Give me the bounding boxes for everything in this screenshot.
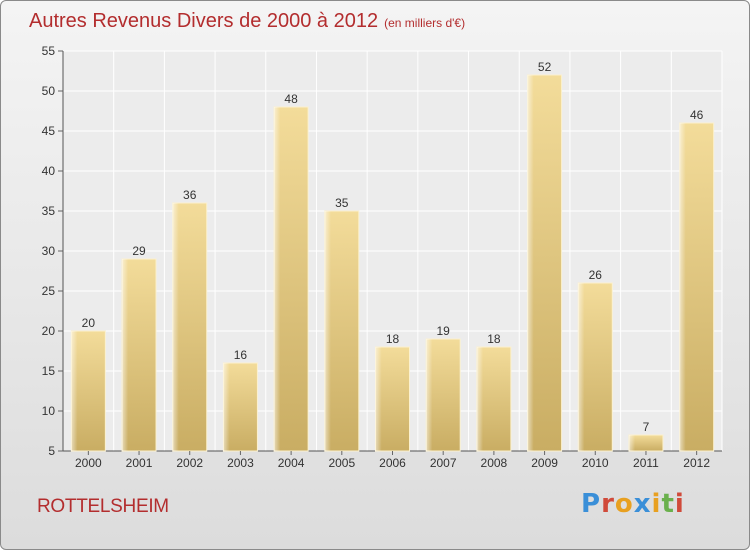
bar-highlight — [628, 435, 663, 451]
bar-value-label: 26 — [589, 268, 603, 282]
bar-highlight — [375, 347, 410, 451]
x-tick-label: 2004 — [278, 456, 305, 470]
y-tick-label: 50 — [42, 84, 56, 98]
bar-value-label: 36 — [183, 188, 197, 202]
x-tick-label: 2012 — [683, 456, 710, 470]
y-tick-label: 45 — [42, 124, 56, 138]
bar-highlight — [122, 259, 157, 451]
x-tick-label: 2003 — [227, 456, 254, 470]
logo-letter: i — [674, 489, 685, 519]
bar-highlight — [223, 363, 258, 451]
logo-letter: o — [614, 489, 634, 519]
y-tick-label: 20 — [42, 324, 56, 338]
bar-highlight — [324, 211, 359, 451]
x-tick-label: 2006 — [379, 456, 406, 470]
logo-letter: P — [581, 489, 602, 519]
y-tick-label: 30 — [42, 244, 56, 258]
x-tick-label: 2005 — [328, 456, 355, 470]
bar-highlight — [527, 75, 562, 451]
bar-value-label: 52 — [538, 60, 552, 74]
bar-highlight — [578, 283, 613, 451]
chart-title: Autres Revenus Divers de 2000 à 2012 (en … — [29, 10, 465, 33]
logo-letter: i — [651, 489, 662, 519]
logo-letter: r — [601, 489, 615, 519]
bar-value-label: 18 — [386, 332, 400, 346]
bar-value-label: 18 — [487, 332, 501, 346]
bar-highlight — [172, 203, 207, 451]
logo-letter: t — [661, 489, 675, 519]
y-tick-label: 40 — [42, 164, 56, 178]
y-tick-label: 55 — [42, 44, 56, 58]
bar-value-label: 29 — [132, 244, 146, 258]
logo-letter: x — [633, 489, 652, 519]
bar-value-label: 46 — [690, 108, 704, 122]
x-tick-label: 2002 — [176, 456, 203, 470]
x-tick-label: 2008 — [481, 456, 508, 470]
commune-name: ROTTELSHEIM — [37, 496, 169, 517]
x-tick-label: 2009 — [531, 456, 558, 470]
chart-subtitle: (en milliers d'€) — [384, 16, 466, 30]
x-tick-label: 2001 — [126, 456, 153, 470]
y-tick-label: 35 — [42, 204, 56, 218]
x-tick-label: 2010 — [582, 456, 609, 470]
chart-title-text: Autres Revenus Divers de 2000 à 2012 — [29, 10, 379, 32]
proxiti-logo: Proxiti — [581, 489, 685, 519]
bar-value-label: 35 — [335, 196, 349, 210]
bar-highlight — [71, 331, 106, 451]
bar-highlight — [274, 107, 309, 451]
bar-value-label: 16 — [234, 348, 248, 362]
y-tick-label: 15 — [42, 364, 56, 378]
bar-value-label: 48 — [284, 92, 298, 106]
x-tick-label: 2007 — [430, 456, 457, 470]
x-tick-label: 2000 — [75, 456, 102, 470]
bar-value-label: 20 — [82, 316, 96, 330]
y-tick-label: 25 — [42, 284, 56, 298]
bar-highlight — [476, 347, 511, 451]
y-tick-label: 10 — [42, 404, 56, 418]
bar-highlight — [426, 339, 461, 451]
bar-highlight — [679, 123, 714, 451]
bar-value-label: 19 — [437, 324, 451, 338]
y-tick-label: 5 — [48, 444, 55, 458]
x-tick-label: 2011 — [633, 456, 659, 470]
bar-value-label: 7 — [643, 420, 650, 434]
